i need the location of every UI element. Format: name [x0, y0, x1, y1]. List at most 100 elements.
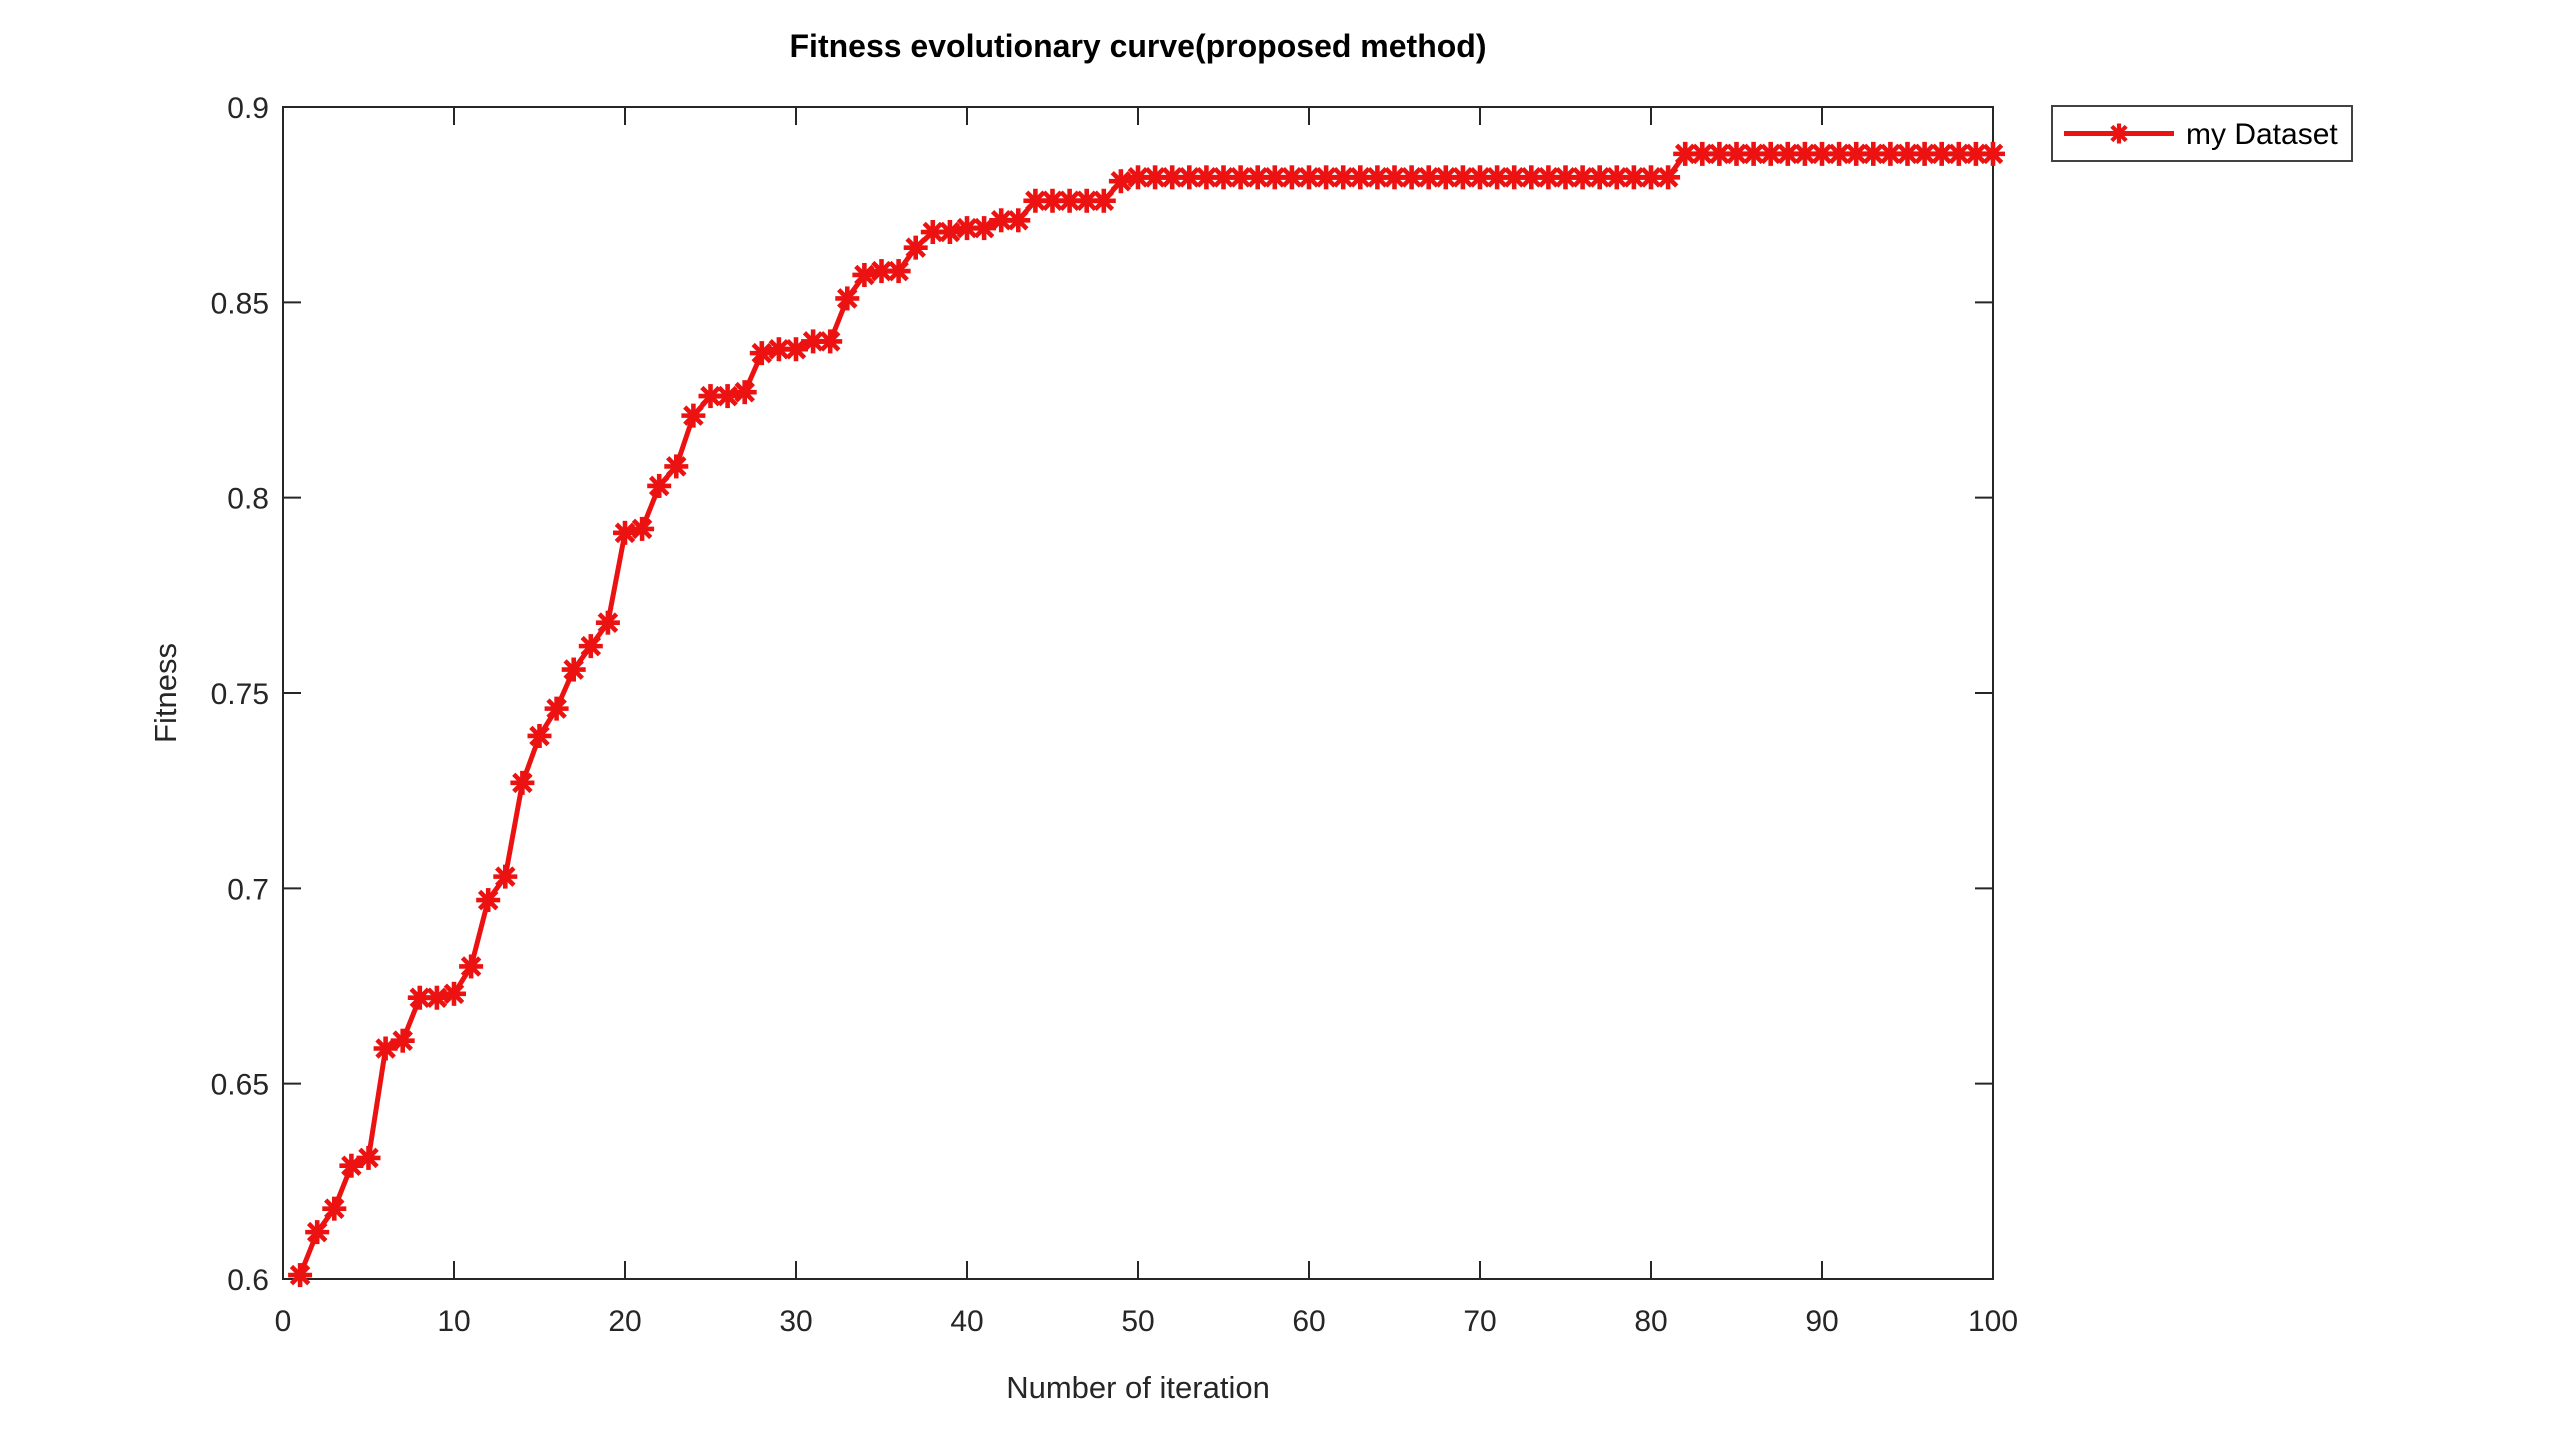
marker-stroke: [1042, 190, 1063, 212]
marker-stroke: [1144, 167, 1166, 188]
marker-stroke: [529, 725, 550, 747]
marker-stroke: [888, 260, 909, 282]
data-point-marker: [1040, 188, 1065, 213]
marker-stroke: [1247, 167, 1268, 188]
data-point-marker: [1091, 188, 1116, 213]
marker-stroke: [1521, 167, 1542, 188]
marker-stroke: [306, 1221, 328, 1243]
legend-asterisk-marker: [2109, 123, 2129, 144]
marker-stroke: [2110, 124, 2128, 143]
marker-stroke: [1486, 167, 1508, 188]
x-tick-label: 10: [437, 1305, 470, 1338]
marker-stroke: [1418, 167, 1439, 188]
marker-stroke: [1332, 167, 1354, 188]
marker-stroke: [922, 221, 944, 243]
data-point-marker: [493, 864, 518, 889]
y-axis-label: Fitness: [148, 643, 183, 743]
marker-stroke: [648, 475, 670, 497]
marker-stroke: [1914, 143, 1935, 165]
marker-stroke: [1845, 143, 1867, 165]
marker-stroke: [1350, 167, 1371, 188]
data-point-marker: [1844, 141, 1869, 166]
x-tick-label: 50: [1121, 1305, 1154, 1338]
data-point-marker: [595, 610, 620, 635]
data-point-marker: [818, 329, 843, 354]
marker-stroke: [1230, 167, 1251, 188]
data-point-marker: [1724, 141, 1749, 166]
legend: my Dataset: [2051, 105, 2353, 162]
marker-stroke: [1008, 210, 1029, 231]
marker-stroke: [1811, 143, 1833, 165]
marker-stroke: [1640, 167, 1662, 188]
data-point-marker: [681, 403, 706, 428]
marker-stroke: [1726, 143, 1747, 165]
data-point-marker: [510, 770, 535, 795]
marker-stroke: [1298, 167, 1320, 188]
data-point-marker: [1006, 208, 1031, 233]
marker-stroke: [358, 1147, 379, 1169]
marker-stroke: [1674, 143, 1696, 165]
marker-stroke: [1657, 167, 1679, 188]
y-tick-label: 0.8: [227, 483, 269, 516]
marker-stroke: [1161, 167, 1183, 188]
marker-stroke: [580, 635, 602, 657]
marker-stroke: [1401, 167, 1422, 188]
marker-stroke: [1828, 143, 1850, 165]
data-point-marker: [903, 235, 928, 260]
data-point-marker: [561, 657, 586, 682]
data-point-marker: [1570, 165, 1595, 190]
data-point-marker: [732, 380, 757, 405]
data-point-marker: [715, 384, 740, 409]
data-point-marker: [322, 1196, 347, 1221]
data-point-marker: [476, 888, 501, 913]
marker-stroke: [324, 1198, 345, 1219]
marker-stroke: [802, 331, 824, 352]
data-point-marker: [835, 286, 860, 311]
data-point-marker: [442, 981, 466, 1006]
marker-stroke: [1965, 143, 1987, 165]
data-point-marker: [1143, 165, 1168, 190]
y-tick-label: 0.85: [211, 287, 269, 320]
marker-stroke: [1760, 143, 1781, 165]
marker-stroke: [1931, 143, 1952, 165]
data-point-marker: [613, 520, 637, 545]
marker-stroke: [768, 338, 790, 360]
marker-stroke: [1076, 190, 1097, 212]
data-point-marker: [647, 473, 672, 498]
marker-stroke: [495, 866, 516, 887]
marker-stroke: [1281, 167, 1303, 188]
data-point-marker: [578, 634, 603, 659]
marker-stroke: [1503, 167, 1525, 188]
data-point-marker: [544, 696, 569, 721]
y-tick-label: 0.75: [211, 678, 269, 711]
y-tick-label: 0.9: [227, 92, 269, 125]
data-point-marker: [749, 341, 774, 366]
marker-stroke: [734, 381, 755, 403]
marker-stroke: [1179, 167, 1200, 188]
x-tick-label: 40: [950, 1305, 983, 1338]
marker-stroke: [1606, 167, 1628, 188]
series-line: [297, 151, 1993, 1277]
marker-stroke: [1315, 167, 1337, 188]
x-tick-label: 100: [1968, 1305, 2018, 1338]
x-tick-label: 60: [1292, 1305, 1325, 1338]
marker-stroke: [1948, 143, 1970, 165]
data-point-marker: [1587, 165, 1612, 190]
marker-stroke: [1127, 167, 1149, 188]
marker-stroke: [392, 1030, 413, 1051]
data-point-marker: [886, 259, 911, 284]
marker-stroke: [1059, 190, 1080, 212]
marker-stroke: [1367, 167, 1388, 188]
marker-stroke: [1213, 167, 1234, 188]
marker-stroke: [289, 1264, 311, 1286]
marker-stroke: [1469, 167, 1491, 188]
marker-stroke: [1025, 190, 1046, 212]
data-point-marker: [937, 220, 962, 245]
marker-stroke: [1435, 167, 1457, 188]
chart-title: Fitness evolutionary curve(proposed meth…: [790, 28, 1487, 64]
marker-stroke: [443, 983, 465, 1005]
data-point-marker: [1981, 141, 2005, 166]
data-point-marker: [1108, 169, 1133, 194]
